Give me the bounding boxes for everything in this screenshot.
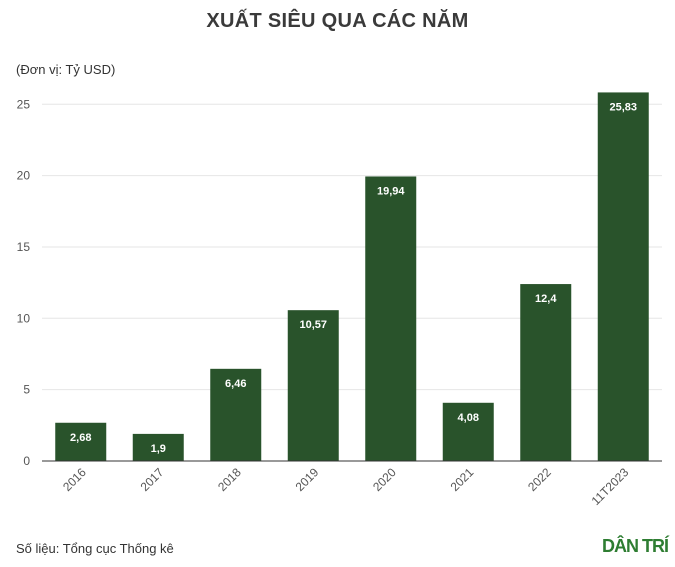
x-tick-label-2016: 2016 <box>60 465 89 494</box>
bar-2017 <box>132 433 184 461</box>
x-tick-label-11T2023: 11T2023 <box>589 465 632 508</box>
y-tick-label: 10 <box>17 311 31 325</box>
y-tick-label: 5 <box>23 383 30 397</box>
y-tick-label: 0 <box>23 454 30 468</box>
y-axis-ticks: 0 5 10 15 20 25 <box>17 97 31 468</box>
bar-2018 <box>210 368 262 461</box>
value-label-2016: 2,68 <box>70 432 91 444</box>
value-label-2020: 19,94 <box>377 185 405 197</box>
svg-text:DÂN TRÍ: DÂN TRÍ <box>602 535 670 556</box>
y-tick-label: 20 <box>17 169 31 183</box>
value-label-11T2023: 25,83 <box>609 101 637 113</box>
bars <box>55 92 649 461</box>
y-tick-label: 25 <box>17 97 31 111</box>
source-note: Số liệu: Tổng cục Thống kê <box>16 541 174 556</box>
value-label-2019: 10,57 <box>299 319 327 331</box>
value-label-2022: 12,4 <box>535 293 557 305</box>
dantri-logo: DÂN TRÍ <box>602 535 670 556</box>
bar-2016 <box>55 422 107 461</box>
y-tick-label: 15 <box>17 240 31 254</box>
bar-2020 <box>365 176 417 461</box>
value-labels: 2,68 1,9 6,46 10,57 19,94 4,08 12,4 25,83 <box>70 101 637 454</box>
value-label-2018: 6,46 <box>225 378 246 390</box>
x-axis-ticks: 2016 2017 2018 2019 2020 2021 2022 11T2023 <box>60 465 632 508</box>
x-tick-label-2021: 2021 <box>448 465 477 494</box>
x-tick-label-2020: 2020 <box>370 465 399 494</box>
value-label-2017: 1,9 <box>151 443 166 455</box>
bar-2021 <box>442 402 494 461</box>
value-label-2021: 4,08 <box>458 412 479 424</box>
chart-title: XUẤT SIÊU QUA CÁC NĂM <box>206 10 469 32</box>
bar-2022 <box>520 284 572 461</box>
unit-label: (Đơn vị: Tỷ USD) <box>16 62 116 77</box>
x-tick-label-2018: 2018 <box>215 465 244 494</box>
x-tick-label-2019: 2019 <box>293 465 322 494</box>
bar-11T2023 <box>597 92 649 461</box>
x-tick-label-2022: 2022 <box>525 465 554 494</box>
x-tick-label-2017: 2017 <box>138 465 167 494</box>
bar-2019 <box>287 310 339 461</box>
